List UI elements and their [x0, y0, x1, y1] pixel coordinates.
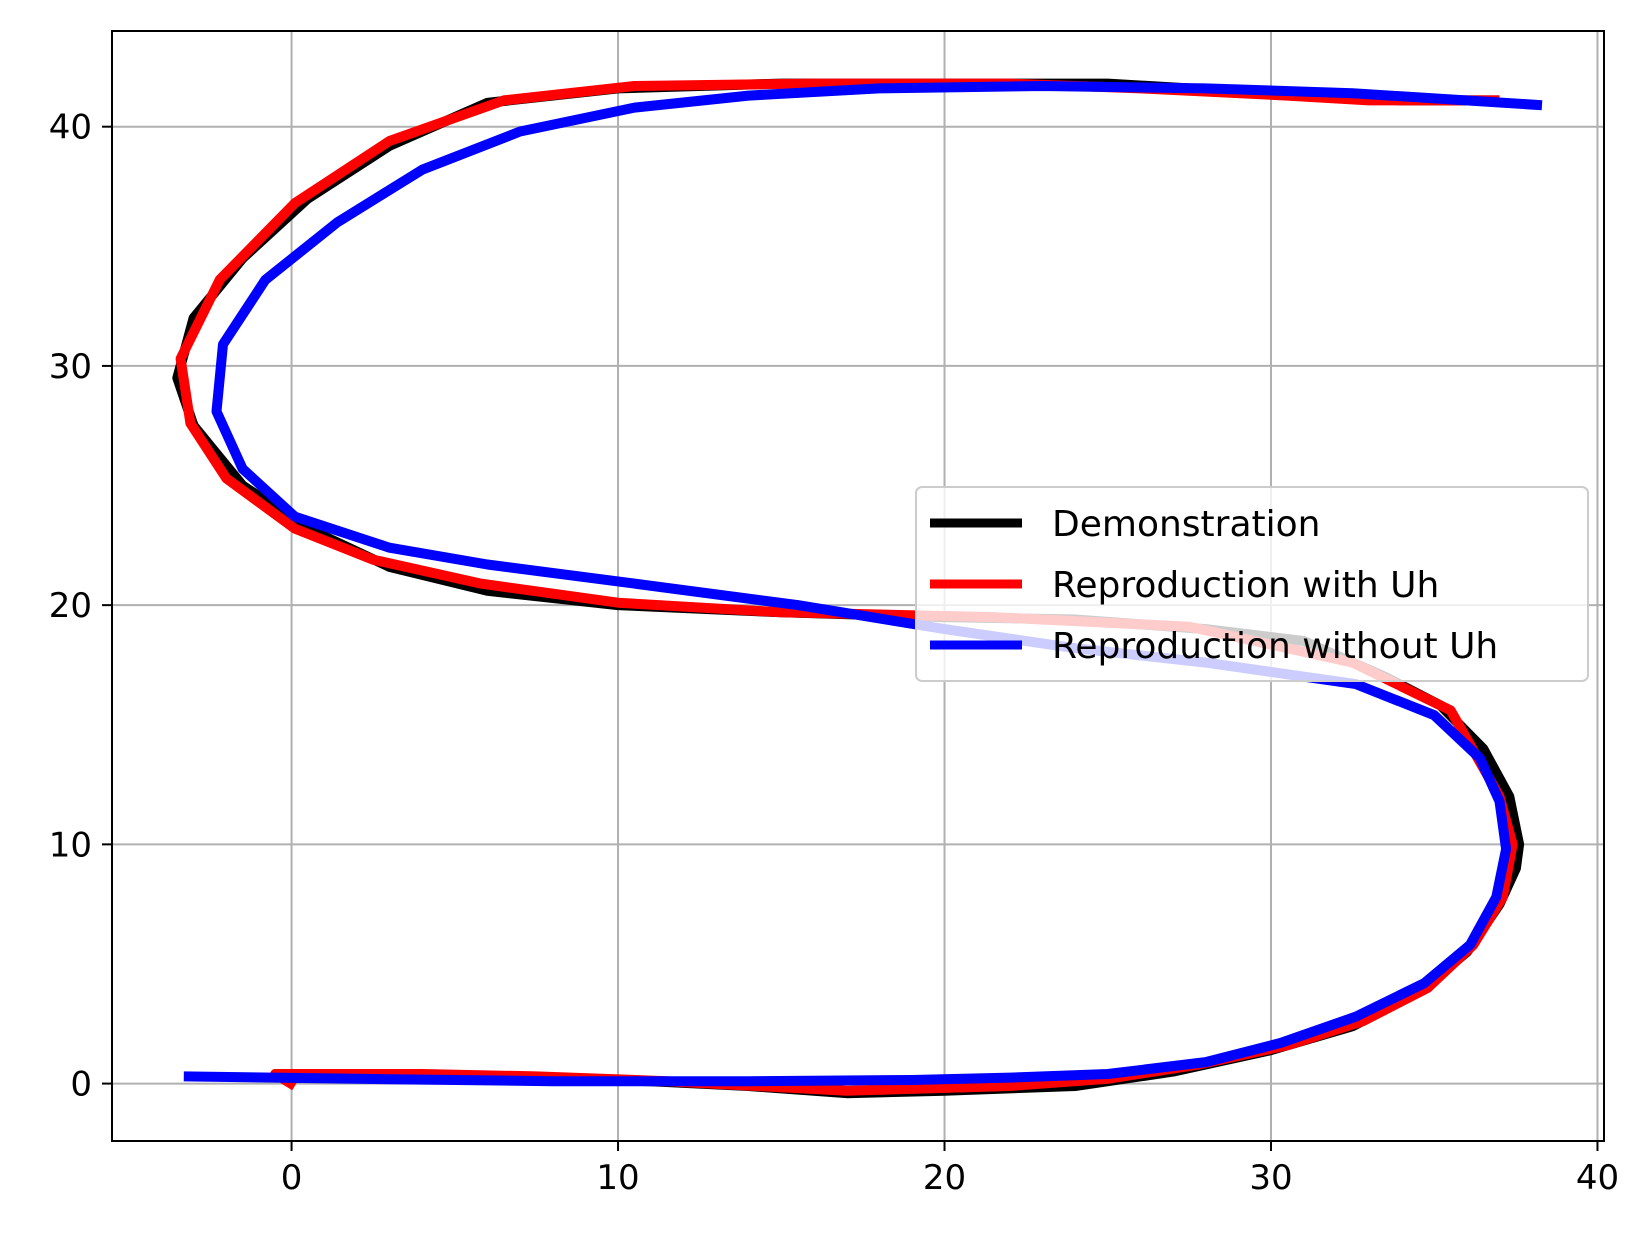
y-tick-label: 20 [49, 586, 92, 626]
legend-label: Reproduction without Uh [1052, 626, 1498, 667]
x-tick-label: 40 [1576, 1158, 1619, 1198]
x-tick-label: 30 [1249, 1158, 1292, 1198]
y-tick-label: 30 [49, 347, 92, 387]
axis-ticks: 0 10 20 30 40 0 10 20 30 40 [49, 108, 1619, 1198]
legend-label: Demonstration [1052, 504, 1320, 545]
y-tick-label: 10 [49, 825, 92, 865]
legend-box [915, 486, 1589, 682]
legend-label: Reproduction with Uh [1052, 565, 1439, 606]
legend: Demonstration Reproduction with Uh Reprodu… [915, 486, 1589, 682]
y-tick-label: 40 [49, 108, 92, 148]
plot-frame [111, 30, 1605, 1142]
y-tick-label: 0 [70, 1065, 92, 1105]
x-tick-label: 10 [596, 1158, 639, 1198]
x-tick-label: 0 [281, 1158, 303, 1198]
x-tick-label: 20 [923, 1158, 966, 1198]
